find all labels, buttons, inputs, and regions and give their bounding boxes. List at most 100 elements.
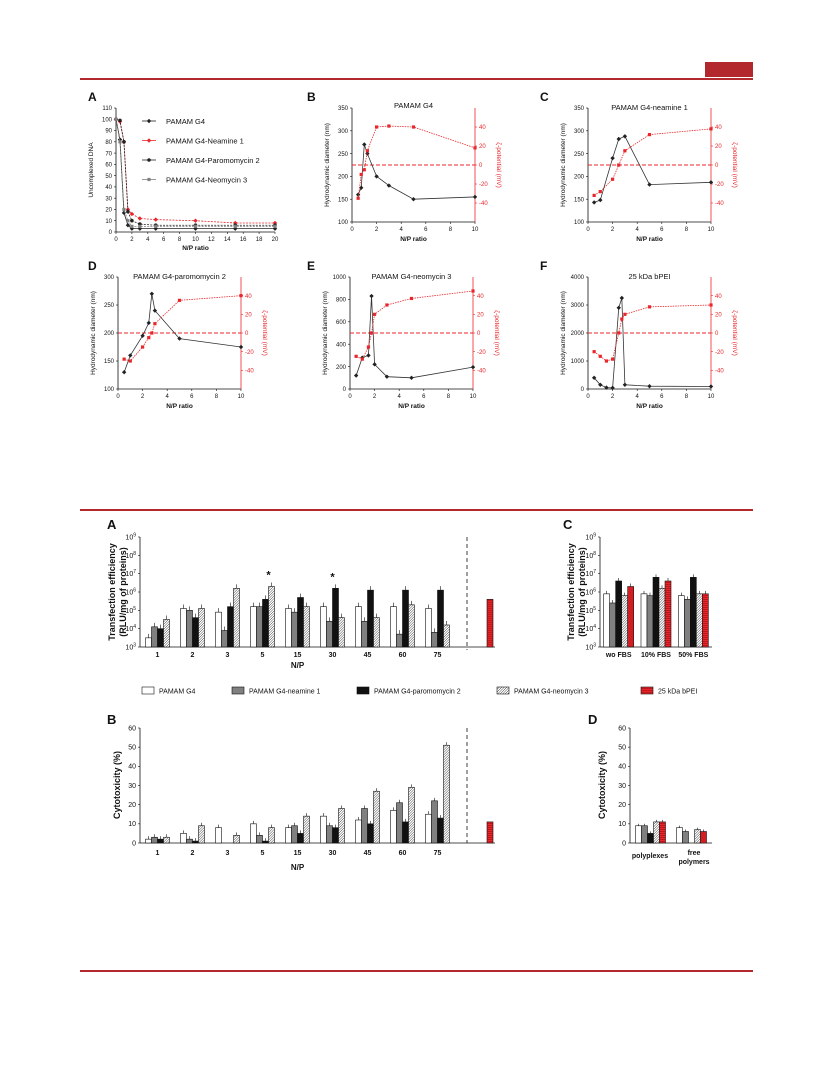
hatch-line [373, 835, 380, 842]
hatch-line [373, 830, 380, 837]
x-tick-label: 4 [400, 227, 404, 233]
data-point [130, 218, 134, 223]
hatch-line [198, 619, 205, 627]
size-data-point [472, 194, 478, 200]
hatch-line [408, 806, 415, 813]
x-tick-label: 1 [156, 850, 160, 857]
x-tick-label: 60 [399, 850, 407, 857]
hatch-line [621, 609, 628, 616]
y-tick-label: 110 [102, 106, 112, 112]
hatch-line [303, 612, 310, 620]
y-tick-label: 70 [105, 151, 112, 157]
hatch-line [373, 815, 380, 822]
y2-axis-label: ζ-potential (mV) [261, 310, 268, 356]
hatch-line [443, 749, 450, 756]
hatch-line [270, 642, 275, 648]
hatch-line [443, 829, 450, 836]
y-tick-label: 150 [338, 197, 349, 203]
hatch-line [233, 624, 240, 632]
y-axis-label: Hydrodynamic diameter (nm) [560, 291, 567, 375]
bpei-bar [486, 599, 494, 648]
x-tick-label: 0 [586, 394, 590, 400]
hatch-line [303, 824, 310, 832]
zeta-data-point [598, 354, 602, 358]
hatch-line [694, 829, 700, 835]
hatch-line [163, 620, 170, 628]
hatch-line [696, 600, 703, 607]
bar [151, 836, 158, 844]
y2-tick-label: -20 [715, 350, 724, 356]
bar [355, 819, 362, 844]
hatch-line [443, 796, 450, 803]
y2-tick-label: 40 [715, 125, 722, 131]
hatch-line [443, 756, 450, 763]
bar [603, 593, 610, 648]
hatch-line [163, 625, 170, 633]
size-data-point [369, 293, 374, 299]
hatch-line [338, 829, 345, 837]
x-tick-label: 15 [294, 850, 302, 857]
size-data-point [366, 353, 371, 358]
x-tick-label: 2 [130, 237, 134, 243]
y-axis-label: Hydrodynamic diameter (nm) [90, 291, 97, 375]
y2-tick-label: -20 [245, 350, 254, 356]
x-tick-label: 5 [261, 652, 265, 659]
size-data-point [238, 344, 244, 350]
hatch-line [658, 594, 666, 602]
bar [367, 823, 374, 844]
hatch-line [373, 822, 380, 829]
hatch-line [198, 827, 205, 834]
hatch-line [268, 827, 274, 833]
y2-tick-label: -40 [477, 369, 486, 375]
hatch-line [373, 792, 380, 799]
hatch-line [696, 593, 702, 600]
hatch-line [237, 644, 240, 648]
hatch-line [658, 609, 666, 617]
hatch-line [443, 624, 447, 628]
bar [390, 606, 397, 648]
hatch-line [443, 831, 450, 838]
hatch-line [338, 617, 344, 623]
hatch-line [168, 645, 170, 648]
hatch-line [443, 759, 450, 766]
hatch-line [443, 774, 450, 781]
hatch-line [343, 842, 345, 844]
hatch-line [658, 629, 666, 637]
zeta-data-point [709, 303, 713, 307]
panel-letter: B [307, 90, 316, 104]
y-tick-label: 104 [125, 624, 136, 633]
x-tick-label: 2 [611, 394, 615, 400]
bar [425, 813, 432, 844]
hatch-line [653, 821, 659, 828]
hatch-line [653, 830, 660, 838]
hatch-line [443, 794, 450, 801]
y-tick-label: 300 [574, 129, 585, 135]
hatch-line [696, 607, 703, 615]
bar [180, 608, 187, 648]
hatch-line [443, 751, 450, 758]
hatch-line [338, 812, 345, 819]
hatch-line [408, 798, 415, 806]
hatch-line [408, 616, 415, 623]
zeta-data-point [365, 149, 369, 153]
y-tick-label: 109 [585, 533, 596, 542]
y-axis-label-line1: Transfection efficiency [107, 543, 117, 641]
size-data-point [140, 333, 145, 338]
hatch-line [373, 791, 377, 794]
y2-tick-label: -40 [715, 201, 724, 207]
hatch-line [373, 795, 380, 802]
y2-tick-label: -20 [477, 350, 486, 356]
hatch-line [373, 800, 380, 807]
zeta-data-point [366, 345, 371, 349]
hatch-line [443, 746, 450, 753]
hatch-line [198, 637, 205, 644]
y-tick-label: 400 [336, 342, 347, 348]
size-data-point [409, 375, 414, 380]
x-tick-label: 2 [191, 652, 195, 659]
hatch-line [338, 809, 345, 817]
hatch-line [373, 791, 379, 797]
y-tick-label: 300 [338, 129, 349, 135]
hatch-line [408, 628, 415, 636]
bar [690, 577, 697, 648]
y2-tick-label: 20 [715, 313, 722, 319]
